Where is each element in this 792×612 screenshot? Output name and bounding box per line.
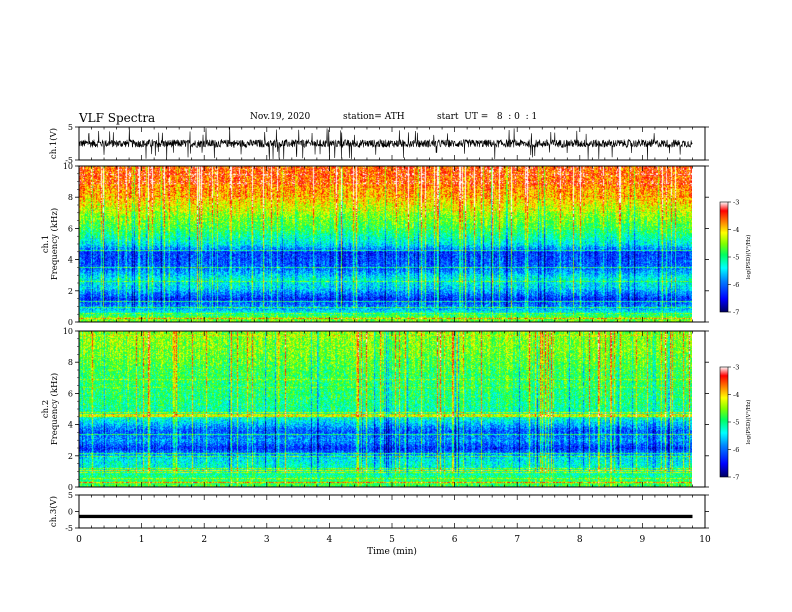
ch3-waveform-ylabel-line: ch.3(V) [48, 496, 59, 527]
ch1-spectrogram-heatmap [79, 166, 692, 322]
ch1-spectrogram-colorbar-tick-label: -5 [733, 254, 739, 262]
ch2-spectrogram-ytick-label: 2 [68, 452, 73, 461]
ch2-spectrogram-ytick-label: 10 [63, 327, 73, 336]
x-tick-label: 8 [577, 535, 583, 545]
date-label: Nov.19, 2020 [250, 112, 311, 122]
ch3-waveform-trace [79, 514, 693, 519]
x-tick-label: 5 [389, 535, 395, 545]
x-tick-label: 9 [640, 535, 646, 545]
ch1-spectrogram-colorbar-fill [719, 201, 729, 313]
ch2-spectrogram-heatmap [79, 331, 692, 487]
ch1-spectrogram-ylabel: ch.1 Frequency (kHz) [41, 208, 60, 280]
ch3-waveform-ytick-label: 5 [68, 491, 73, 500]
ch2-spectrogram-colorbar-tick-label: -4 [733, 391, 739, 399]
ch1-spectrogram-ytick-label: 6 [68, 224, 73, 233]
ch2-spectrogram-ylabel-line: ch.2 [41, 400, 51, 418]
ch2-spectrogram-ytick-label: 4 [68, 421, 73, 430]
start-time-label: start UT = 8 : 0 : 1 [437, 112, 538, 122]
ch1-spectrogram-colorbar-tick-label: -6 [733, 281, 739, 289]
ch1-waveform-trace [78, 127, 693, 160]
ch3-waveform-ytick-label: 0 [68, 508, 73, 517]
plots-layer [78, 127, 693, 519]
ch1-spectrogram-colorbar-tick-label: -7 [733, 309, 739, 317]
x-tick-label: 1 [139, 535, 145, 545]
ch3-waveform-ytick-label: -5 [65, 524, 73, 533]
ch2-spectrogram-colorbar-label: log(PSD)(V²/Hz) [745, 400, 752, 445]
ch1-spectrogram-colorbar-label-text: log(PSD)(V²/Hz) [745, 235, 752, 280]
ch1-spectrogram-ytick-label: 8 [68, 193, 73, 202]
ch2-spectrogram-ytick-label: 8 [68, 358, 73, 367]
ch1-waveform-ylabel-line: ch.1(V) [48, 128, 59, 159]
x-tick-label: 7 [514, 535, 520, 545]
ch2-spectrogram-colorbar-label-text: log(PSD)(V²/Hz) [745, 400, 752, 445]
ch1-spectrogram-colorbar-tick-label: -4 [733, 226, 739, 234]
x-tick-label: 10 [699, 535, 711, 545]
ch2-spectrogram-ylabel: ch.2 Frequency (kHz) [41, 373, 60, 445]
x-tick-label: 3 [264, 535, 270, 545]
ch1-spectrogram-ytick-label: 10 [63, 162, 73, 171]
ch2-spectrogram-colorbar-tick-label: -6 [733, 446, 739, 454]
ch2-spectrogram-colorbar-tick-label: -5 [733, 419, 739, 427]
ch3-waveform-ylabel: ch.3(V) [48, 496, 59, 527]
ch1-spectrogram-colorbar-label: log(PSD)(V²/Hz) [745, 235, 752, 280]
ch2-spectrogram-colorbar-tick-label: -7 [733, 474, 739, 482]
ch2-spectrogram-colorbar-fill [719, 366, 729, 478]
ch1-spectrogram-ylabel-line: ch.1 [41, 235, 51, 253]
ch2-spectrogram-image [79, 331, 692, 487]
ch2-spectrogram-colorbar-tick-label: -3 [733, 364, 739, 372]
ch2-spectrogram-ytick-label: 6 [68, 389, 73, 398]
ch3-waveform-band [79, 514, 693, 519]
ch1-waveform-path [78, 127, 693, 160]
ch1-spectrogram-ylabel-line: Frequency (kHz) [49, 208, 60, 280]
ch1-spectrogram-ytick-label: 4 [68, 256, 73, 265]
ch1-spectrogram-ytick-label: 0 [68, 318, 73, 327]
x-tick-label: 6 [452, 535, 458, 545]
ch1-waveform-ytick-label: 5 [68, 123, 73, 132]
ch2-spectrogram-ylabel-line: Frequency (kHz) [49, 373, 60, 445]
ch1-spectrogram-ytick-label: 2 [68, 287, 73, 296]
ch2-spectrogram-colorbar: -3 -4 -5 -6 -7 log(PSD)(V²/Hz) [719, 364, 752, 482]
x-axis-label: Time (min) [367, 546, 417, 557]
ch1-spectrogram-colorbar-tick-label: -3 [733, 199, 739, 207]
ch1-spectrogram-image [79, 166, 692, 322]
ch1-spectrogram-colorbar: -3 -4 -5 -6 -7 log(PSD)(V²/Hz) [719, 199, 752, 317]
x-tick-label: 2 [201, 535, 207, 545]
x-tick-label: 0 [76, 535, 82, 545]
x-tick-label: 4 [327, 535, 333, 545]
figure-title: VLF Spectra [79, 111, 156, 125]
ch1-waveform-ylabel: ch.1(V) [48, 128, 59, 159]
ch1-waveform-ytick-label: -5 [65, 156, 73, 165]
station-label: station= ATH [343, 112, 405, 122]
ch2-spectrogram-ytick-label: 0 [68, 483, 73, 492]
